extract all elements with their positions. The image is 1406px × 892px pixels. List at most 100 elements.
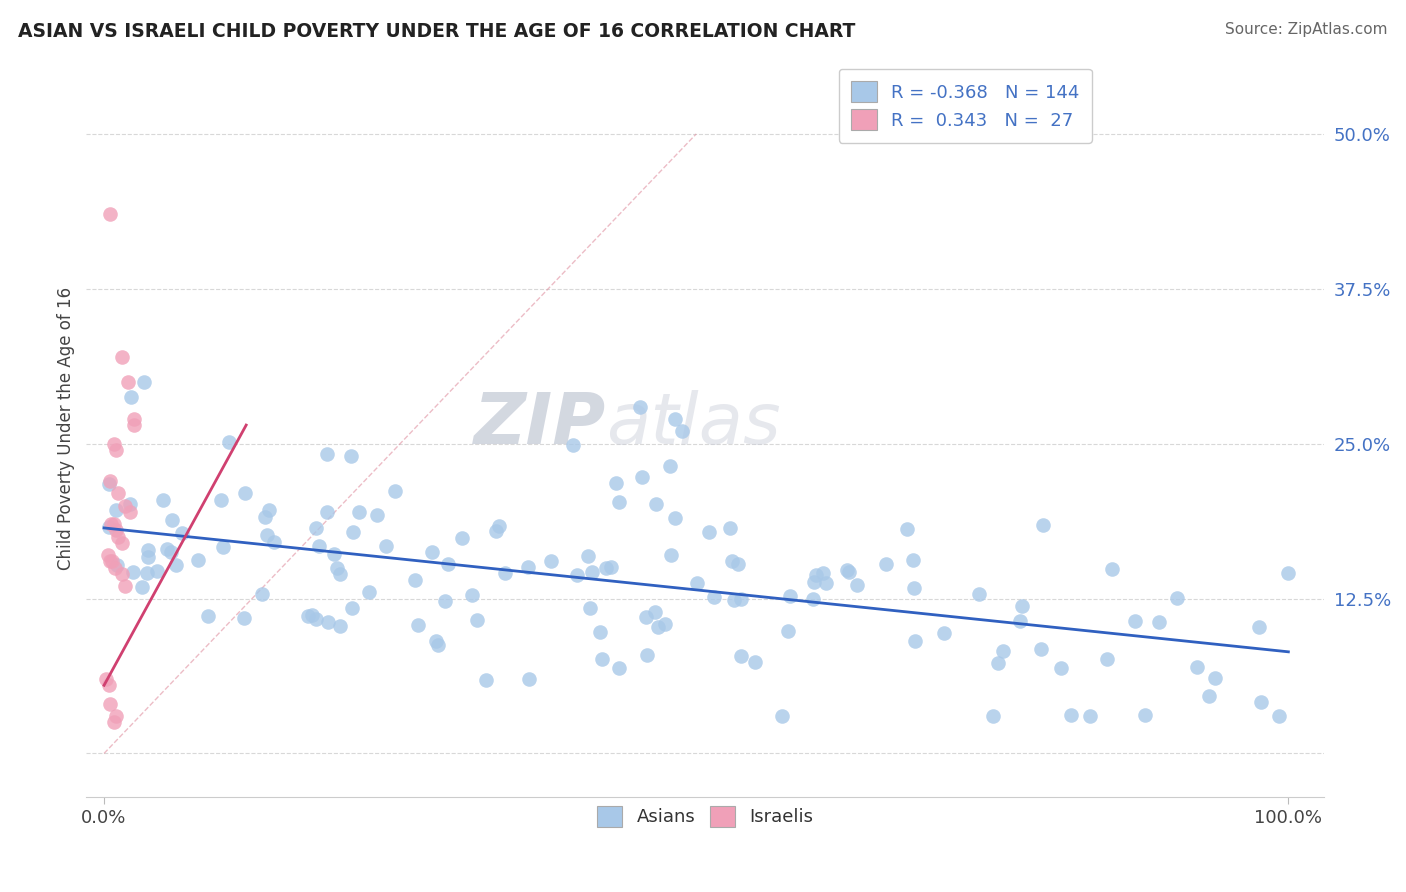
Point <box>97 678 120 692</box>
Point <box>1198 689 1220 703</box>
Point <box>326 561 349 575</box>
Point <box>720 521 742 535</box>
Point <box>316 448 339 462</box>
Text: ASIAN VS ISRAELI CHILD POVERTY UNDER THE AGE OF 16 CORRELATION CHART: ASIAN VS ISRAELI CHILD POVERTY UNDER THE… <box>18 22 856 41</box>
Point <box>305 521 328 535</box>
Point <box>138 542 160 557</box>
Point <box>494 566 516 581</box>
Point <box>723 593 745 607</box>
Legend: Asians, Israelis: Asians, Israelis <box>588 797 823 836</box>
Point <box>631 470 654 484</box>
Point <box>875 557 897 571</box>
Point <box>578 600 600 615</box>
Point <box>720 554 742 568</box>
Point <box>634 609 657 624</box>
Point <box>259 503 281 517</box>
Point <box>845 578 868 592</box>
Point <box>987 656 1010 670</box>
Point <box>814 575 837 590</box>
Point <box>727 557 749 571</box>
Point <box>770 709 793 723</box>
Point <box>98 697 121 711</box>
Point <box>983 709 1005 723</box>
Point <box>111 350 134 364</box>
Point <box>105 558 128 572</box>
Point <box>132 375 155 389</box>
Point <box>658 458 681 473</box>
Y-axis label: Child Poverty Under the Age of 16: Child Poverty Under the Age of 16 <box>58 286 75 570</box>
Point <box>98 477 121 491</box>
Point <box>661 548 683 562</box>
Point <box>156 542 179 557</box>
Point <box>96 672 118 686</box>
Point <box>628 400 651 414</box>
Point <box>256 528 278 542</box>
Point <box>903 581 925 595</box>
Point <box>465 613 488 627</box>
Point <box>811 566 834 581</box>
Point <box>111 566 134 581</box>
Point <box>97 548 120 562</box>
Point <box>122 565 145 579</box>
Point <box>730 649 752 664</box>
Point <box>1166 591 1188 606</box>
Point <box>835 563 858 577</box>
Point <box>420 545 443 559</box>
Point <box>1060 707 1083 722</box>
Point <box>1029 642 1052 657</box>
Point <box>235 486 257 500</box>
Point <box>576 549 599 564</box>
Point <box>903 553 925 567</box>
Point <box>152 492 174 507</box>
Point <box>730 591 752 606</box>
Point <box>1050 661 1073 675</box>
Point <box>969 587 991 601</box>
Point <box>253 510 276 524</box>
Point <box>97 520 120 534</box>
Point <box>100 517 122 532</box>
Point <box>636 648 658 662</box>
Point <box>114 499 136 513</box>
Point <box>589 625 612 640</box>
Point <box>600 560 623 574</box>
Point <box>98 207 121 221</box>
Point <box>426 638 449 652</box>
Point <box>305 612 328 626</box>
Point <box>218 435 240 450</box>
Point <box>122 412 145 426</box>
Point <box>1123 615 1146 629</box>
Point <box>384 483 406 498</box>
Point <box>609 661 631 675</box>
Point <box>647 620 669 634</box>
Point <box>138 549 160 564</box>
Point <box>703 590 725 604</box>
Text: atlas: atlas <box>606 390 780 459</box>
Point <box>340 600 363 615</box>
Point <box>165 558 187 572</box>
Point <box>1185 660 1208 674</box>
Point <box>565 567 588 582</box>
Point <box>475 673 498 687</box>
Point <box>425 634 447 648</box>
Point <box>934 626 956 640</box>
Point <box>232 611 254 625</box>
Point <box>562 438 585 452</box>
Point <box>993 644 1015 658</box>
Point <box>308 539 330 553</box>
Point <box>329 619 352 633</box>
Point <box>120 391 142 405</box>
Point <box>136 566 159 580</box>
Point <box>450 531 472 545</box>
Point <box>98 474 121 488</box>
Text: Source: ZipAtlas.com: Source: ZipAtlas.com <box>1225 22 1388 37</box>
Point <box>375 539 398 553</box>
Point <box>347 505 370 519</box>
Point <box>98 554 121 568</box>
Point <box>104 442 127 457</box>
Point <box>664 511 686 525</box>
Point <box>644 605 666 619</box>
Point <box>806 568 828 582</box>
Point <box>838 565 860 579</box>
Point <box>1277 566 1299 581</box>
Point <box>1247 619 1270 633</box>
